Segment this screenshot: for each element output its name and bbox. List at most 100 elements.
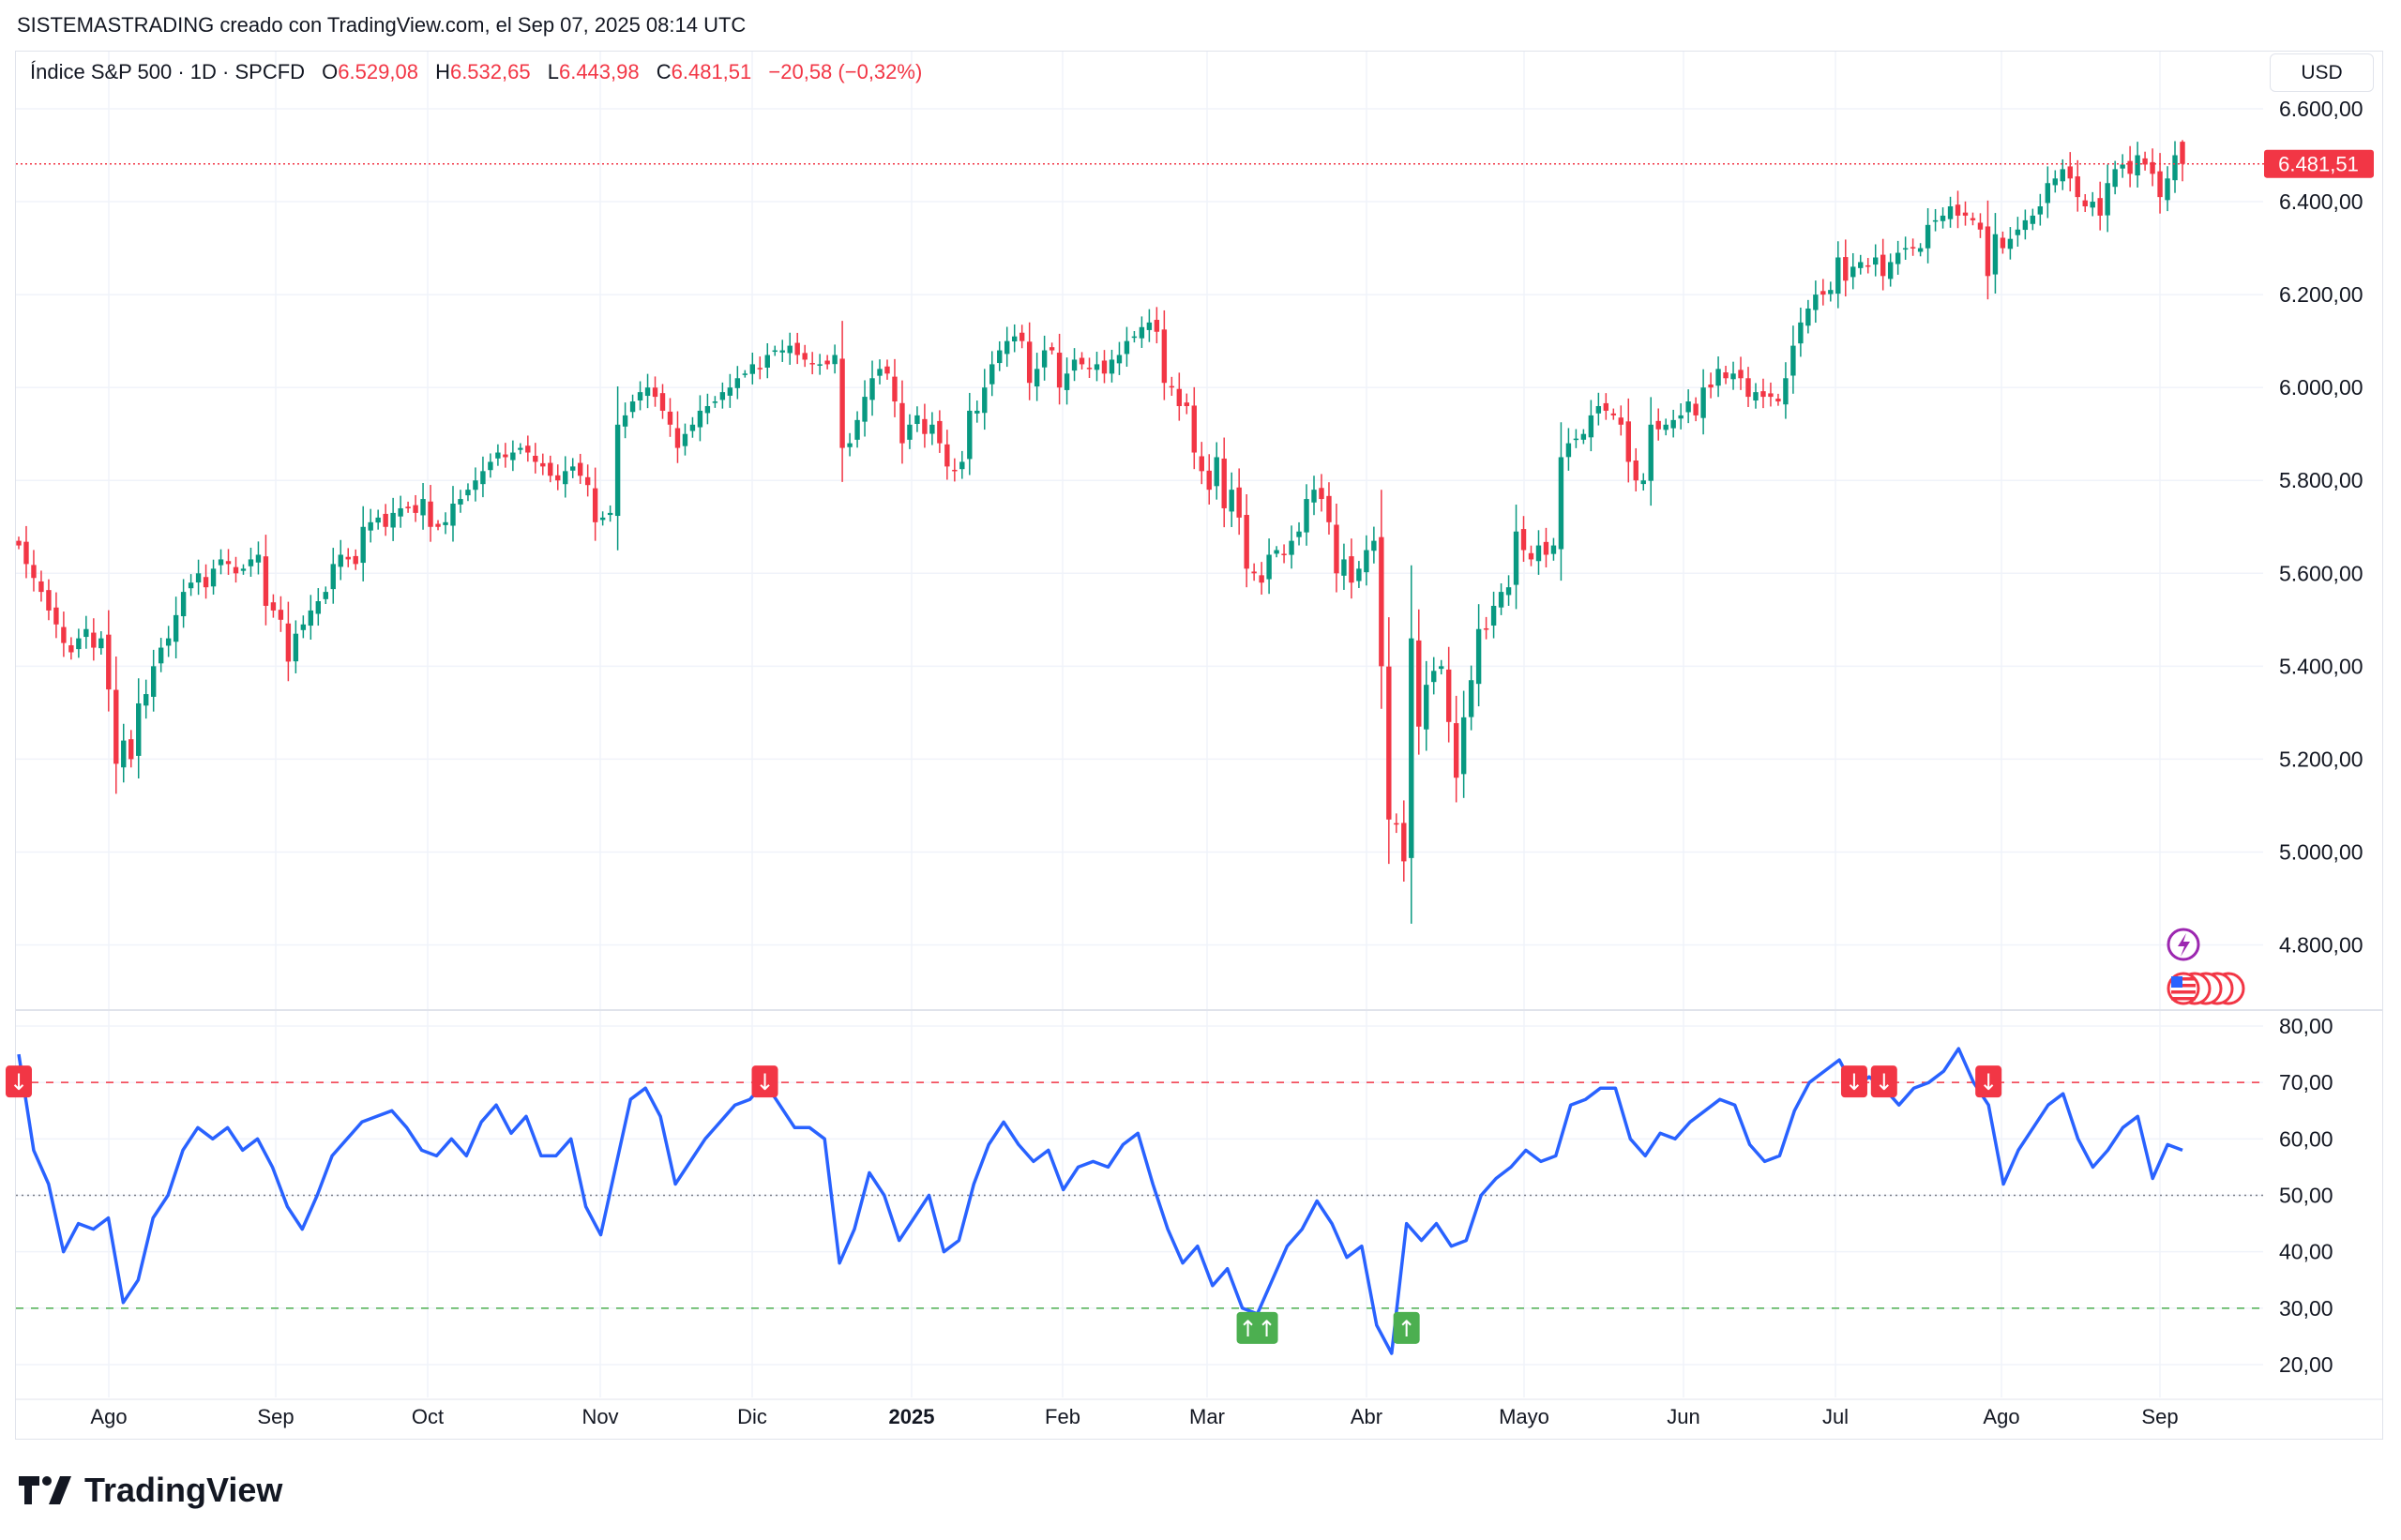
- candle-body: [1760, 391, 1766, 398]
- candle-body: [233, 566, 239, 574]
- candle-body: [308, 610, 314, 627]
- low-value: 6.443,98: [558, 60, 640, 83]
- candle-body: [1146, 322, 1153, 330]
- candle-body: [578, 462, 583, 476]
- candle-body: [165, 638, 172, 646]
- tradingview-logo-icon: [19, 1476, 71, 1504]
- candle-body: [2007, 238, 2014, 249]
- candle-body: [1558, 457, 1564, 550]
- signal-badge: [1393, 1311, 1420, 1344]
- candle-body: [1835, 257, 1841, 294]
- price-tick-label: 4.800,00: [2279, 933, 2363, 958]
- candle-body: [1648, 424, 1654, 481]
- candle-body: [1109, 359, 1115, 374]
- candle-body: [584, 476, 591, 486]
- candle-body: [128, 739, 134, 760]
- candle-body: [1902, 248, 1909, 250]
- candle-body: [428, 501, 433, 527]
- candle-body: [1670, 419, 1676, 429]
- candle-body: [817, 364, 823, 366]
- candle-body: [1490, 605, 1497, 626]
- candle-body: [1041, 350, 1048, 368]
- candle-body: [2037, 206, 2044, 215]
- candle-body: [1311, 490, 1317, 503]
- candle-body: [2067, 166, 2073, 179]
- price-tick-label: 6.600,00: [2279, 97, 2363, 121]
- symbol-title[interactable]: Índice S&P 500 · 1D · SPCFD: [30, 60, 306, 83]
- candle-body: [1236, 487, 1242, 518]
- candle-body: [1191, 405, 1197, 453]
- candle-body: [353, 555, 358, 565]
- buy-signal-marker: ↑↑: [1236, 1311, 1278, 1344]
- candle-body: [1229, 490, 1234, 512]
- arrow-down-icon: ↓: [1875, 1069, 1894, 1095]
- candle-body: [218, 559, 224, 566]
- candle-body: [674, 428, 681, 448]
- candle-body: [1520, 529, 1527, 551]
- candle-body: [1409, 638, 1414, 858]
- candle-body: [1820, 291, 1826, 295]
- candle-body: [2157, 171, 2163, 198]
- candle-body: [1745, 378, 1751, 398]
- candle-body: [1513, 531, 1519, 585]
- buy-signal-marker: ↑: [1393, 1311, 1420, 1344]
- time-tick-label: Nov: [581, 1405, 618, 1428]
- tradingview-logo[interactable]: TradingView: [19, 1471, 282, 1510]
- signal-badge: [1840, 1065, 1867, 1098]
- candle-body: [1813, 294, 1819, 310]
- candle-body: [1445, 669, 1452, 722]
- candle-body: [1019, 332, 1025, 341]
- candle-body: [1947, 206, 1954, 219]
- price-tick-label: 5.400,00: [2279, 654, 2363, 678]
- time-tick-label: Jul: [1822, 1405, 1849, 1428]
- candle-body: [1873, 257, 1879, 265]
- candle-body: [607, 512, 613, 516]
- candle-body: [195, 573, 202, 583]
- candle-body: [420, 499, 426, 516]
- candle-body: [772, 350, 778, 353]
- high-label: H: [435, 60, 450, 83]
- signal-badge: [1870, 1065, 1897, 1098]
- candle-body: [1700, 387, 1706, 418]
- currency-button[interactable]: USD: [2270, 53, 2374, 92]
- candle-body: [1992, 234, 1999, 275]
- candle-body: [91, 632, 97, 648]
- candle-body: [23, 541, 29, 565]
- close-label: C: [656, 60, 672, 83]
- candle-body: [173, 614, 179, 642]
- candle-body: [345, 556, 351, 560]
- candle-body: [659, 393, 666, 411]
- candle-body: [465, 490, 471, 496]
- candle-body: [704, 405, 711, 414]
- candle-body: [1483, 627, 1489, 630]
- candle-body: [458, 499, 463, 505]
- candle-body: [1663, 424, 1669, 430]
- candle-body: [1798, 322, 1804, 344]
- candle-body: [1176, 388, 1183, 406]
- candle-body: [1139, 326, 1145, 339]
- sell-signal-marker: ↓: [1870, 1065, 1897, 1098]
- candle-body: [1715, 369, 1721, 386]
- lightning-event-icon[interactable]: [2167, 928, 2200, 961]
- candles: [16, 140, 2264, 924]
- candle-body: [1910, 247, 1916, 249]
- candle-body: [450, 504, 456, 526]
- rsi-tick-label: 50,00: [2279, 1184, 2333, 1208]
- candle-body: [398, 507, 403, 517]
- arrow-down-icon: ↓: [9, 1069, 28, 1095]
- candle-body: [1154, 320, 1160, 332]
- candle-body: [749, 364, 756, 374]
- candle-body: [1843, 257, 1849, 281]
- candle-body: [390, 512, 396, 528]
- signal-badge: [1236, 1311, 1278, 1344]
- candle-body: [1917, 248, 1924, 252]
- us-flag-event-icon[interactable]: [2167, 972, 2200, 1005]
- signal-badge: [1975, 1065, 2002, 1098]
- candle-body: [787, 345, 793, 354]
- candle-body: [1955, 204, 1961, 216]
- arrow-down-icon: ↓: [755, 1069, 774, 1095]
- sell-signal-marker: ↓: [751, 1065, 778, 1098]
- candle-body: [263, 556, 269, 606]
- candle-body: [922, 418, 928, 434]
